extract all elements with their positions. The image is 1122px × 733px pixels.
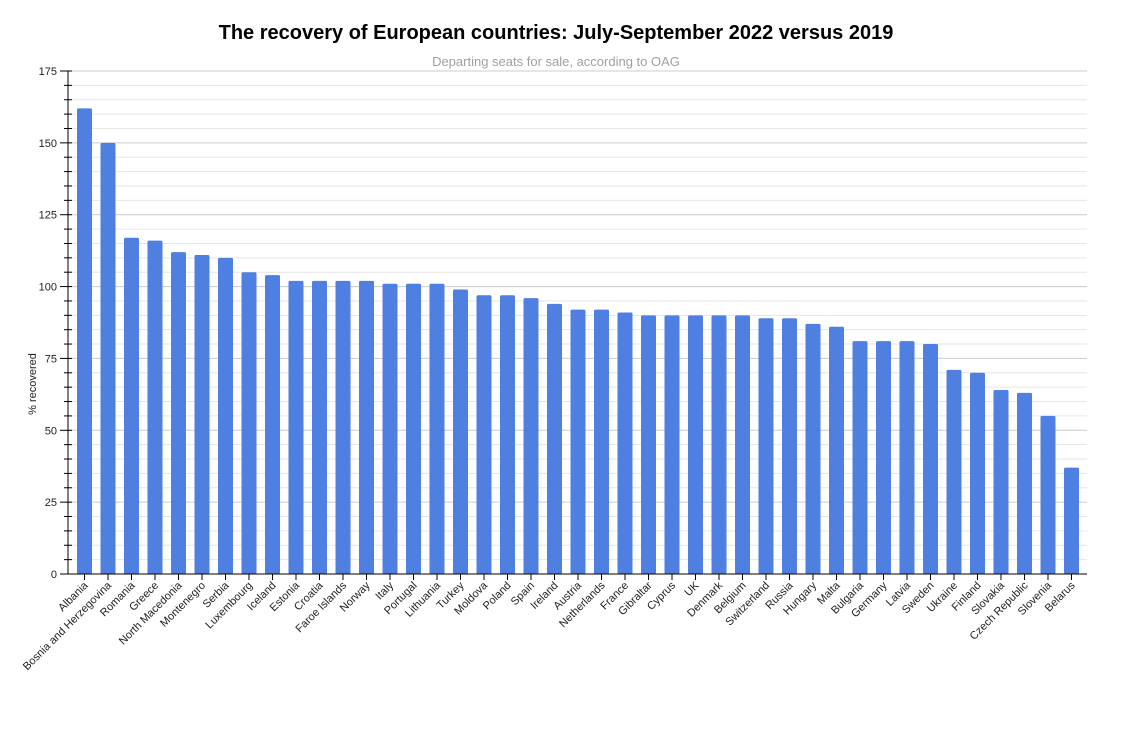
bar	[547, 303, 562, 574]
y-tick-label: 75	[45, 353, 57, 365]
bar	[688, 315, 703, 574]
y-tick-labels: 0 25 50 75 100 125 150 175	[39, 66, 57, 581]
bars	[77, 108, 1079, 575]
bar	[1040, 415, 1056, 574]
y-tick-label: 150	[39, 138, 57, 150]
bar	[312, 280, 327, 574]
bar	[147, 240, 163, 574]
bar	[852, 341, 868, 574]
bar	[124, 237, 139, 575]
bar	[735, 315, 750, 574]
bar	[500, 295, 515, 574]
y-tick-label: 175	[39, 66, 57, 78]
bar	[876, 341, 891, 574]
y-tick-label: 0	[51, 569, 57, 581]
chart-subtitle: Departing seats for sale, according to O…	[432, 54, 680, 69]
bar	[594, 309, 609, 574]
bar	[382, 283, 398, 574]
bar	[429, 283, 445, 574]
bar	[1064, 467, 1079, 574]
bar	[664, 315, 680, 574]
axes	[60, 70, 1087, 580]
bar	[923, 344, 938, 574]
bar	[100, 142, 116, 574]
bar	[265, 275, 280, 574]
bar	[406, 283, 421, 574]
y-tick-label: 25	[45, 497, 57, 509]
bar	[523, 298, 539, 574]
bar	[805, 323, 821, 574]
bar	[359, 280, 374, 574]
chart-title: The recovery of European countries: July…	[218, 22, 894, 44]
y-tick-label: 100	[39, 282, 57, 294]
bar	[171, 252, 186, 574]
bar	[241, 272, 257, 574]
bar	[711, 315, 727, 574]
bar	[476, 295, 492, 574]
y-tick-label: 125	[39, 210, 57, 222]
bar	[782, 318, 797, 574]
bar	[617, 312, 633, 574]
bar	[335, 280, 351, 574]
bar	[453, 289, 468, 574]
bar	[899, 341, 915, 574]
bar	[194, 254, 210, 574]
bar	[570, 309, 586, 574]
y-axis-label: % recovered	[27, 353, 39, 415]
bar	[829, 326, 844, 574]
bar	[758, 318, 774, 574]
bar	[288, 280, 304, 574]
bar	[641, 315, 656, 574]
bar	[218, 257, 233, 574]
bar	[77, 108, 92, 574]
bar	[946, 369, 962, 574]
bar	[1017, 392, 1032, 574]
bar	[993, 390, 1009, 574]
y-tick-label: 50	[45, 425, 57, 437]
bar	[970, 372, 985, 574]
